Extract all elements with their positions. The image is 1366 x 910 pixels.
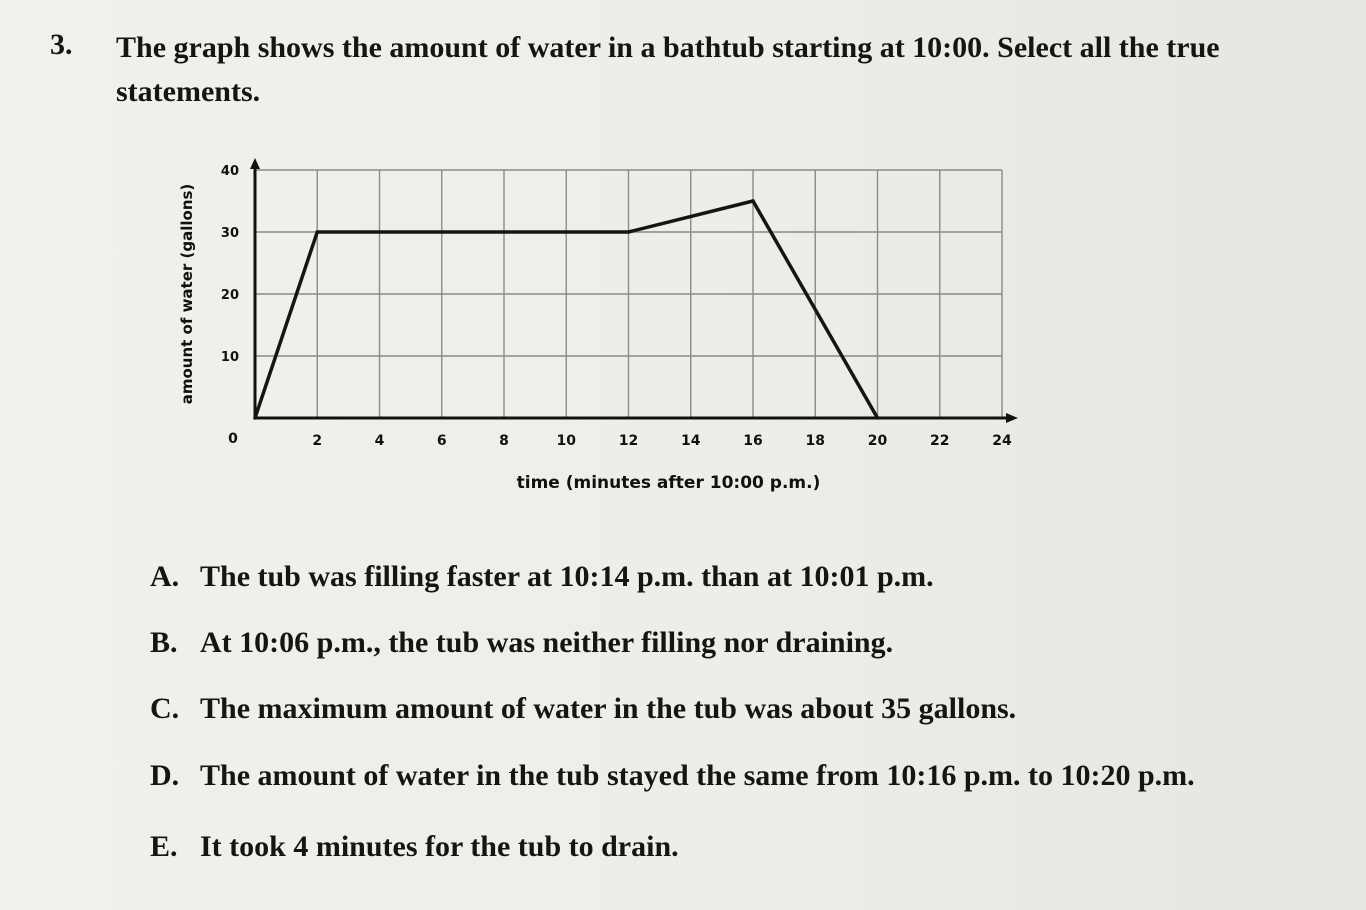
y-tick-label: 20 bbox=[221, 288, 239, 303]
y-axis-label: amount of water (gallons) bbox=[178, 184, 196, 405]
option-c-text: The maximum amount of water in the tub w… bbox=[200, 692, 1017, 725]
option-c[interactable]: C. The maximum amount of water in the tub… bbox=[150, 692, 1330, 726]
data-point bbox=[253, 416, 257, 420]
x-tick-label: 8 bbox=[499, 433, 509, 449]
option-d-letter: D. bbox=[150, 759, 180, 792]
x-tick-label: 20 bbox=[868, 433, 888, 449]
x-tick-label: 6 bbox=[437, 433, 447, 449]
option-b[interactable]: B. At 10:06 p.m., the tub was neither fil… bbox=[150, 626, 1330, 660]
water-graph: 2 4 6 8 10 12 14 16 18 20 22 24 10 20 30 40 0 time (minut… bbox=[160, 150, 1040, 510]
y-axis-arrow bbox=[250, 158, 260, 169]
x-tick-label: 10 bbox=[557, 433, 577, 449]
x-axis-label: time (minutes after 10:00 p.m.) bbox=[517, 473, 821, 493]
option-e-text: It took 4 minutes for the tub to drain. bbox=[200, 830, 679, 863]
option-c-letter: C. bbox=[150, 692, 180, 725]
origin-label: 0 bbox=[228, 431, 238, 447]
option-d-text: The amount of water in the tub stayed th… bbox=[200, 759, 1195, 792]
x-axis-arrow bbox=[1006, 413, 1018, 423]
x-tick-label: 18 bbox=[806, 433, 825, 449]
option-b-letter: B. bbox=[150, 626, 178, 659]
x-tick-label: 14 bbox=[681, 433, 701, 449]
question-text: The graph shows the amount of water in a… bbox=[116, 31, 1220, 108]
x-tick-label: 2 bbox=[312, 433, 322, 449]
option-b-text: At 10:06 p.m., the tub was neither filli… bbox=[200, 626, 894, 659]
y-tick-label: 40 bbox=[221, 164, 239, 179]
option-a-text: The tub was filling faster at 10:14 p.m.… bbox=[200, 560, 934, 593]
option-d[interactable]: D. The amount of water in the tub stayed … bbox=[150, 759, 1330, 793]
x-tick-label: 22 bbox=[930, 433, 949, 449]
data-point bbox=[315, 230, 320, 234]
question-number: 3. bbox=[50, 28, 73, 61]
y-tick-label: 10 bbox=[221, 350, 239, 365]
option-e-letter: E. bbox=[150, 830, 178, 863]
option-e[interactable]: E. It took 4 minutes for the tub to drain… bbox=[150, 830, 1330, 864]
x-tick-label: 4 bbox=[375, 433, 385, 449]
data-point bbox=[751, 199, 755, 203]
x-tick-label: 16 bbox=[743, 433, 762, 449]
data-point bbox=[626, 230, 631, 234]
option-a-letter: A. bbox=[150, 560, 180, 593]
x-tick-label: 12 bbox=[619, 433, 638, 449]
y-tick-label: 30 bbox=[221, 226, 239, 241]
x-tick-label: 24 bbox=[992, 433, 1012, 449]
option-a[interactable]: A. The tub was filling faster at 10:14 p.… bbox=[150, 560, 1330, 594]
data-point bbox=[875, 416, 880, 420]
